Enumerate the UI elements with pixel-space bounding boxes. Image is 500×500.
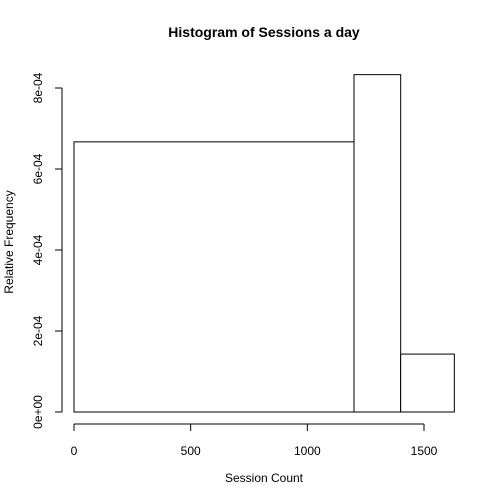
histogram-bar-0 [73,141,355,413]
x-tick-label: 0 [71,444,78,458]
histogram-bars [73,74,455,413]
y-tick-label: 8e-04 [31,72,45,103]
x-axis-label: Session Count [225,471,304,485]
histogram-bar-2 [400,353,455,413]
x-tick-label: 1500 [411,444,438,458]
y-tick-label: 2e-04 [31,315,45,346]
chart-title: Histogram of Sessions a day [168,24,360,40]
x-axis: 0 500 1000 1500 [71,423,438,458]
y-tick-label: 6e-04 [31,153,45,184]
y-axis-label: Relative Frequency [2,190,16,293]
y-axis: 0e+00 2e-04 4e-04 6e-04 8e-04 [31,72,63,429]
x-tick-label: 500 [181,444,201,458]
x-tick-label: 1000 [294,444,321,458]
y-tick-label: 4e-04 [31,234,45,265]
y-tick-label: 0e+00 [31,395,45,429]
histogram-bar-1 [353,74,402,413]
